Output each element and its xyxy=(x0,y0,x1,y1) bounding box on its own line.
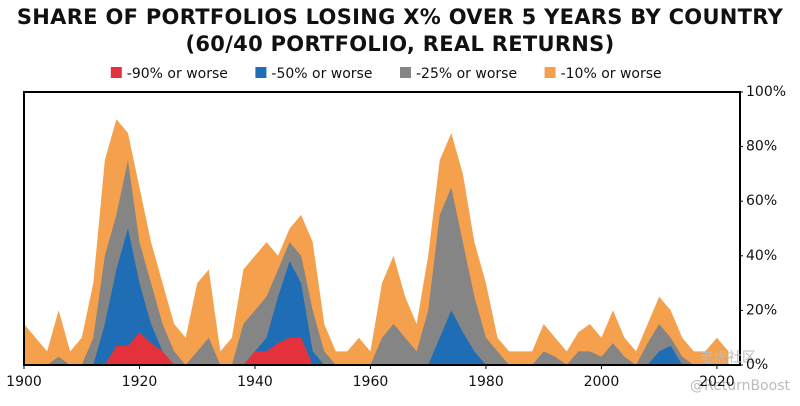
x-tick-label: 1960 xyxy=(353,374,389,390)
legend-label: -90% or worse xyxy=(127,66,228,82)
y-tick-label: 60% xyxy=(746,193,777,209)
legend-swatch xyxy=(255,67,267,78)
x-tick-label: 1900 xyxy=(6,374,42,390)
legend-swatch xyxy=(544,67,556,78)
x-tick-label: 2000 xyxy=(584,374,620,390)
legend-label: -10% or worse xyxy=(561,66,662,82)
x-tick-label: 1920 xyxy=(122,374,158,390)
y-tick-label: 40% xyxy=(746,248,777,264)
area xyxy=(24,119,729,365)
legend-label: -50% or worse xyxy=(271,66,372,82)
chart-subtitle: (60/40 PORTFOLIO, REAL RETURNS) xyxy=(185,32,614,56)
y-tick-label: 100% xyxy=(746,84,786,100)
area xyxy=(24,160,729,365)
legend-swatch xyxy=(110,67,122,78)
legend-swatch xyxy=(400,67,411,78)
plot-area xyxy=(24,119,729,365)
x-tick-label: 1940 xyxy=(237,374,273,390)
x-tick-label: 1980 xyxy=(468,374,504,390)
legend-label: -25% or worse xyxy=(416,66,517,82)
y-tick-label: 20% xyxy=(746,302,777,318)
chart-title: SHARE OF PORTFOLIOS LOSING X% OVER 5 YEA… xyxy=(17,5,784,29)
plot-frame xyxy=(23,91,741,366)
x-tick-label: 2020 xyxy=(699,374,735,390)
watermark: 老虎社区 xyxy=(700,350,756,366)
watermark: @ReturnBoost xyxy=(690,378,790,394)
y-tick-label: 80% xyxy=(746,139,777,155)
y-tick-label: 0% xyxy=(746,357,768,373)
